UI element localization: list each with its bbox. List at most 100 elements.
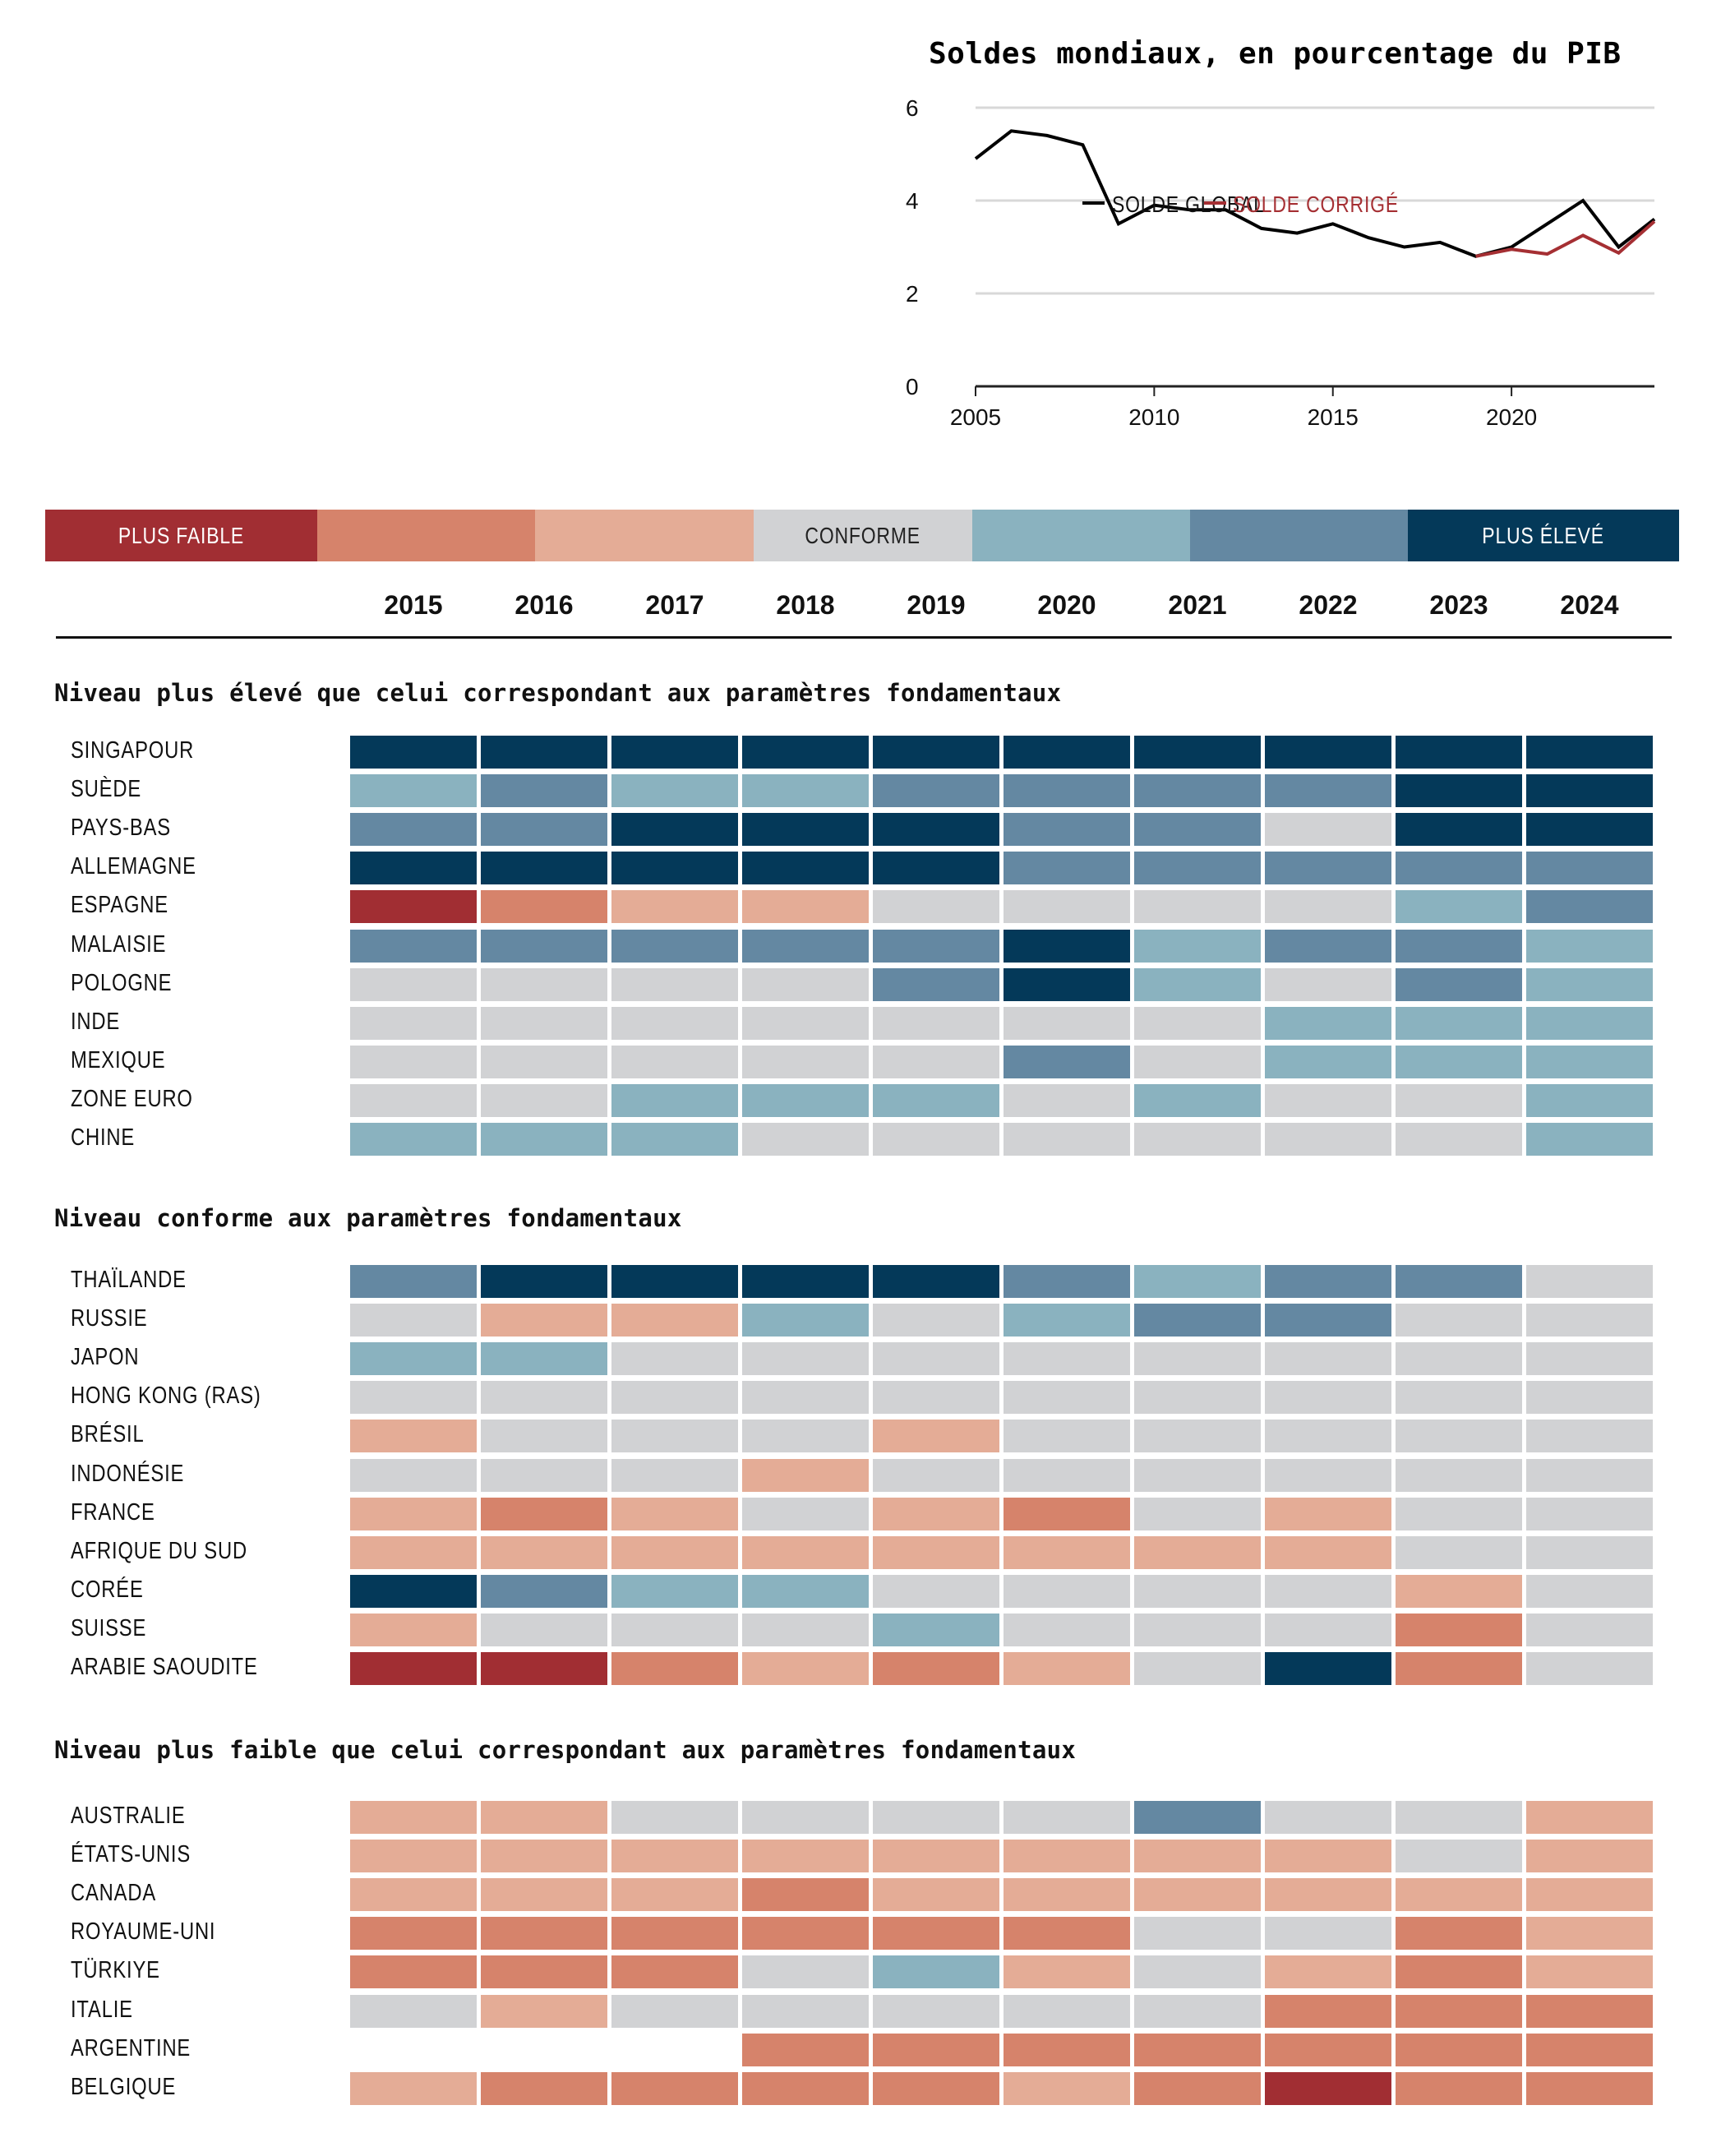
global-balances-line-chart: Soldes mondiaux, en pourcentage du PIB 0… (904, 16, 1721, 460)
heatmap-cell (611, 1652, 738, 1685)
heatmap-cell (481, 736, 607, 769)
heatmap-cell (1004, 1801, 1130, 1834)
country-label: CHINE (71, 1124, 136, 1151)
country-label: ITALIE (71, 1996, 133, 2023)
heatmap-cell (1526, 1652, 1653, 1685)
series-line-solde-global (974, 129, 1656, 258)
heatmap-cell (742, 1878, 869, 1912)
heatmap-cell (742, 1535, 869, 1569)
heatmap-cell (481, 1381, 607, 1415)
group-title: Niveau plus faible que celui corresponda… (54, 1736, 1077, 1764)
heatmap-cell (1004, 1613, 1130, 1646)
heatmap-cell (1004, 1304, 1130, 1337)
heatmap-cell (873, 1801, 999, 1834)
heatmap-cell (1134, 1458, 1261, 1492)
heatmap-cell (1004, 1458, 1130, 1492)
heatmap-cell (1526, 1994, 1653, 2028)
heatmap-cell (1526, 736, 1653, 769)
heatmap-cell (1265, 1574, 1391, 1608)
country-label: SUISSE (71, 1614, 147, 1641)
heatmap-cell (1134, 1801, 1261, 1834)
heatmap-cell (350, 1994, 477, 2028)
heatmap-cell (1526, 929, 1653, 963)
heatmap-cell (873, 1955, 999, 1989)
heatmap-cell (481, 1994, 607, 2028)
heatmap-cell (1134, 890, 1261, 924)
country-label: ALLEMAGNE (71, 853, 196, 880)
heatmap-cell (873, 1265, 999, 1298)
heatmap-cell (1265, 1265, 1391, 1298)
legend-label-solde-global: SOLDE GLOBAL (1112, 192, 1265, 218)
country-label: INDE (71, 1008, 121, 1035)
heatmap-cell (1265, 1420, 1391, 1453)
heatmap-cell (742, 1006, 869, 1040)
heatmap-cell (1265, 1535, 1391, 1569)
heatmap-cell (1265, 1458, 1391, 1492)
heatmap-cell (350, 1652, 477, 1685)
heatmap-cell (1004, 967, 1130, 1001)
heatmap-cell (611, 1342, 738, 1376)
heatmap-cell (742, 929, 869, 963)
x-tick-label: 2005 (950, 404, 1001, 430)
heatmap-cell (873, 1304, 999, 1337)
heatmap-cell (873, 774, 999, 808)
heatmap-cell (1134, 1123, 1261, 1156)
heatmap-cell (742, 1045, 869, 1078)
country-label: RUSSIE (71, 1305, 148, 1332)
group-title: Niveau conforme aux paramètres fondament… (54, 1204, 682, 1232)
scale-segment-0: CONFORME (754, 510, 972, 561)
heatmap-cell (1265, 1613, 1391, 1646)
heatmap-cell (1134, 1083, 1261, 1117)
country-label: TÜRKIYE (71, 1957, 160, 1984)
scale-label: PLUS ÉLEVÉ (1482, 522, 1605, 548)
year-column-header: 2024 (1560, 590, 1619, 620)
heatmap-cell (1526, 1497, 1653, 1530)
heatmap-cell (350, 1045, 477, 1078)
heatmap-cell (1004, 2033, 1130, 2066)
heatmap-cell (350, 736, 477, 769)
group-title: Niveau plus élevé que celui correspondan… (54, 679, 1062, 707)
heatmap-cell (1004, 1342, 1130, 1376)
heatmap-cell (611, 1265, 738, 1298)
heatmap-cell (350, 813, 477, 847)
heatmap-cell (1526, 1878, 1653, 1912)
heatmap-cell (873, 1535, 999, 1569)
heatmap-cell (1526, 1801, 1653, 1834)
heatmap-cell (742, 1083, 869, 1117)
heatmap-cell (1526, 1045, 1653, 1078)
heatmap-cell (1134, 1420, 1261, 1453)
heatmap-cell (1396, 813, 1522, 847)
line-chart-x-axis: 2005 2010 2015 2020 (950, 385, 1654, 430)
heatmap-cell (1526, 1955, 1653, 1989)
heatmap-cell (1396, 1801, 1522, 1834)
heatmap-cell (1396, 967, 1522, 1001)
heatmap-cell (1526, 1458, 1653, 1492)
heatmap-cell (1265, 1083, 1391, 1117)
heatmap-cell (1004, 1265, 1130, 1298)
heatmap-cell (1526, 813, 1653, 847)
heatmap-cell (350, 1535, 477, 1569)
heatmap-cell (873, 1420, 999, 1453)
heatmap-cell (1265, 1994, 1391, 2028)
heatmap-cell (611, 1994, 738, 2028)
heatmap-cell (1396, 1497, 1522, 1530)
year-column-header: 2020 (1037, 590, 1096, 620)
heatmap-cell (873, 1878, 999, 1912)
heatmap-cell (611, 1955, 738, 1989)
heatmap-cell (1265, 890, 1391, 924)
heatmap-cell (1004, 813, 1130, 847)
heatmap-cell (481, 1878, 607, 1912)
country-label: CORÉE (71, 1576, 144, 1603)
year-column-header: 2018 (776, 590, 835, 620)
series-line-solde-corrige (1475, 219, 1656, 258)
heatmap-cell (1004, 774, 1130, 808)
heatmap-cell (350, 1006, 477, 1040)
heatmap-cell (481, 774, 607, 808)
heatmap-cell (1396, 1840, 1522, 1873)
country-label: AFRIQUE DU SUD (71, 1537, 247, 1564)
heatmap-cell (742, 1123, 869, 1156)
heatmap-cell (873, 1497, 999, 1530)
heatmap-cell (1265, 1840, 1391, 1873)
heatmap-cell (481, 1955, 607, 1989)
country-label: FRANCE (71, 1498, 155, 1526)
